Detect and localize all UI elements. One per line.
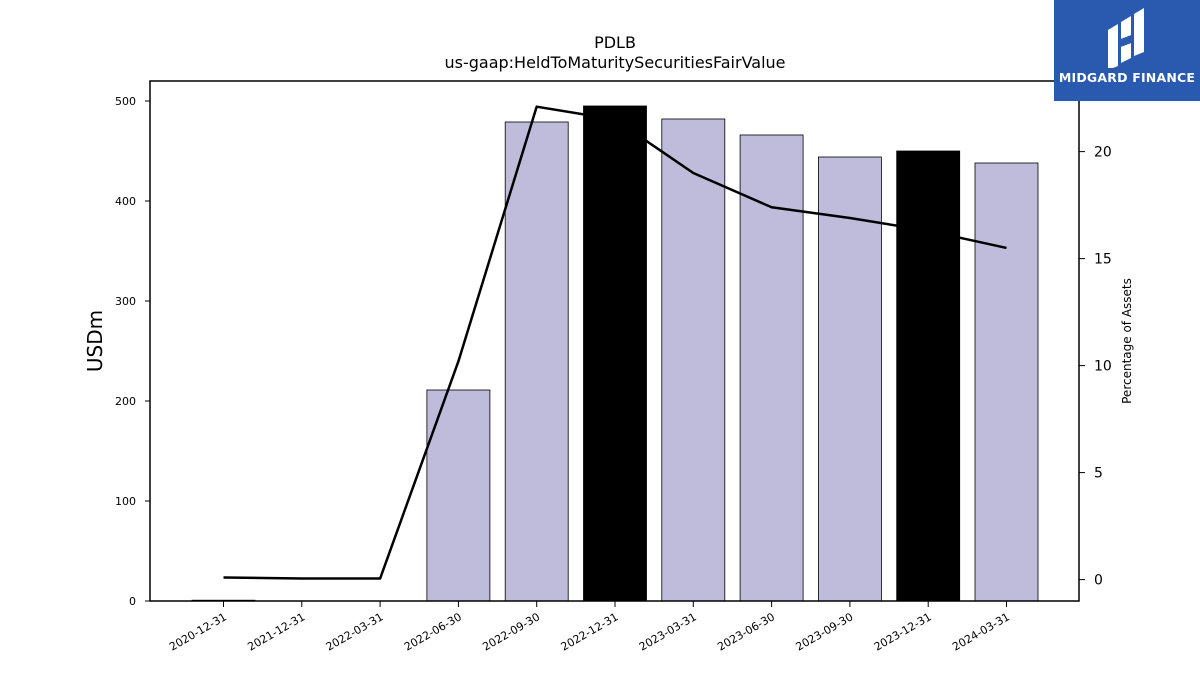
y2-axis-label: Percentage of Assets [1120, 278, 1134, 404]
x-tick-label: 2023-03-31 [637, 610, 699, 653]
x-tick-label: 2023-06-30 [715, 610, 777, 653]
logo-mark-icon [1108, 8, 1144, 68]
y-tick-label: 200 [115, 395, 136, 408]
percentage-line [223, 105, 1007, 580]
x-axis: 2020-12-31 2021-12-31 2022-03-31 2022-06-30… [167, 601, 1012, 654]
bar-2023-03-31 [661, 118, 726, 602]
right-axis: 0 5 10 15 20 [1079, 145, 1112, 589]
chart-subtitle: us-gaap:HeldToMaturitySecuritiesFairValu… [444, 53, 785, 72]
y2-tick-label: 10 [1094, 359, 1112, 375]
midgard-finance-logo: MIDGARD FINANCE [1054, 0, 1200, 101]
x-tick-label: 2023-09-30 [794, 610, 856, 653]
bar-series [191, 105, 1039, 602]
bar-2023-06-30 [739, 134, 804, 602]
left-axis: 0 100 200 300 400 500 [115, 95, 150, 608]
y2-tick-label: 5 [1094, 466, 1103, 482]
x-tick-label: 2023-12-31 [872, 610, 934, 653]
y2-tick-label: 15 [1094, 252, 1112, 268]
y-tick-label: 500 [115, 95, 136, 108]
y-tick-label: 0 [129, 595, 136, 608]
x-tick-label: 2020-12-31 [167, 610, 229, 653]
x-tick-label: 2021-12-31 [245, 610, 307, 653]
x-tick-label: 2022-03-31 [324, 610, 386, 653]
line-series [223, 105, 1007, 580]
bar-2023-09-30 [818, 156, 882, 602]
y-tick-label: 100 [115, 495, 136, 508]
y2-tick-label: 0 [1094, 573, 1103, 589]
y-tick-label: 300 [115, 295, 136, 308]
y-axis-label: USDm [83, 310, 107, 372]
x-tick-label: 2022-12-31 [559, 610, 621, 653]
bar-2024-03-31 [974, 162, 1039, 602]
bar-2022-06-30 [426, 389, 491, 602]
bar-2022-12-31 [583, 105, 647, 602]
chart-title: PDLB [594, 33, 636, 52]
y2-tick-label: 20 [1094, 145, 1112, 161]
x-tick-label: 2022-09-30 [480, 610, 542, 653]
x-tick-label: 2022-06-30 [402, 610, 464, 653]
logo-text: MIDGARD FINANCE [1058, 70, 1196, 85]
x-tick-label: 2024-03-31 [950, 610, 1012, 653]
bar-2023-12-31 [896, 150, 961, 602]
bar-2022-09-30 [504, 121, 569, 602]
y-tick-label: 400 [115, 195, 136, 208]
